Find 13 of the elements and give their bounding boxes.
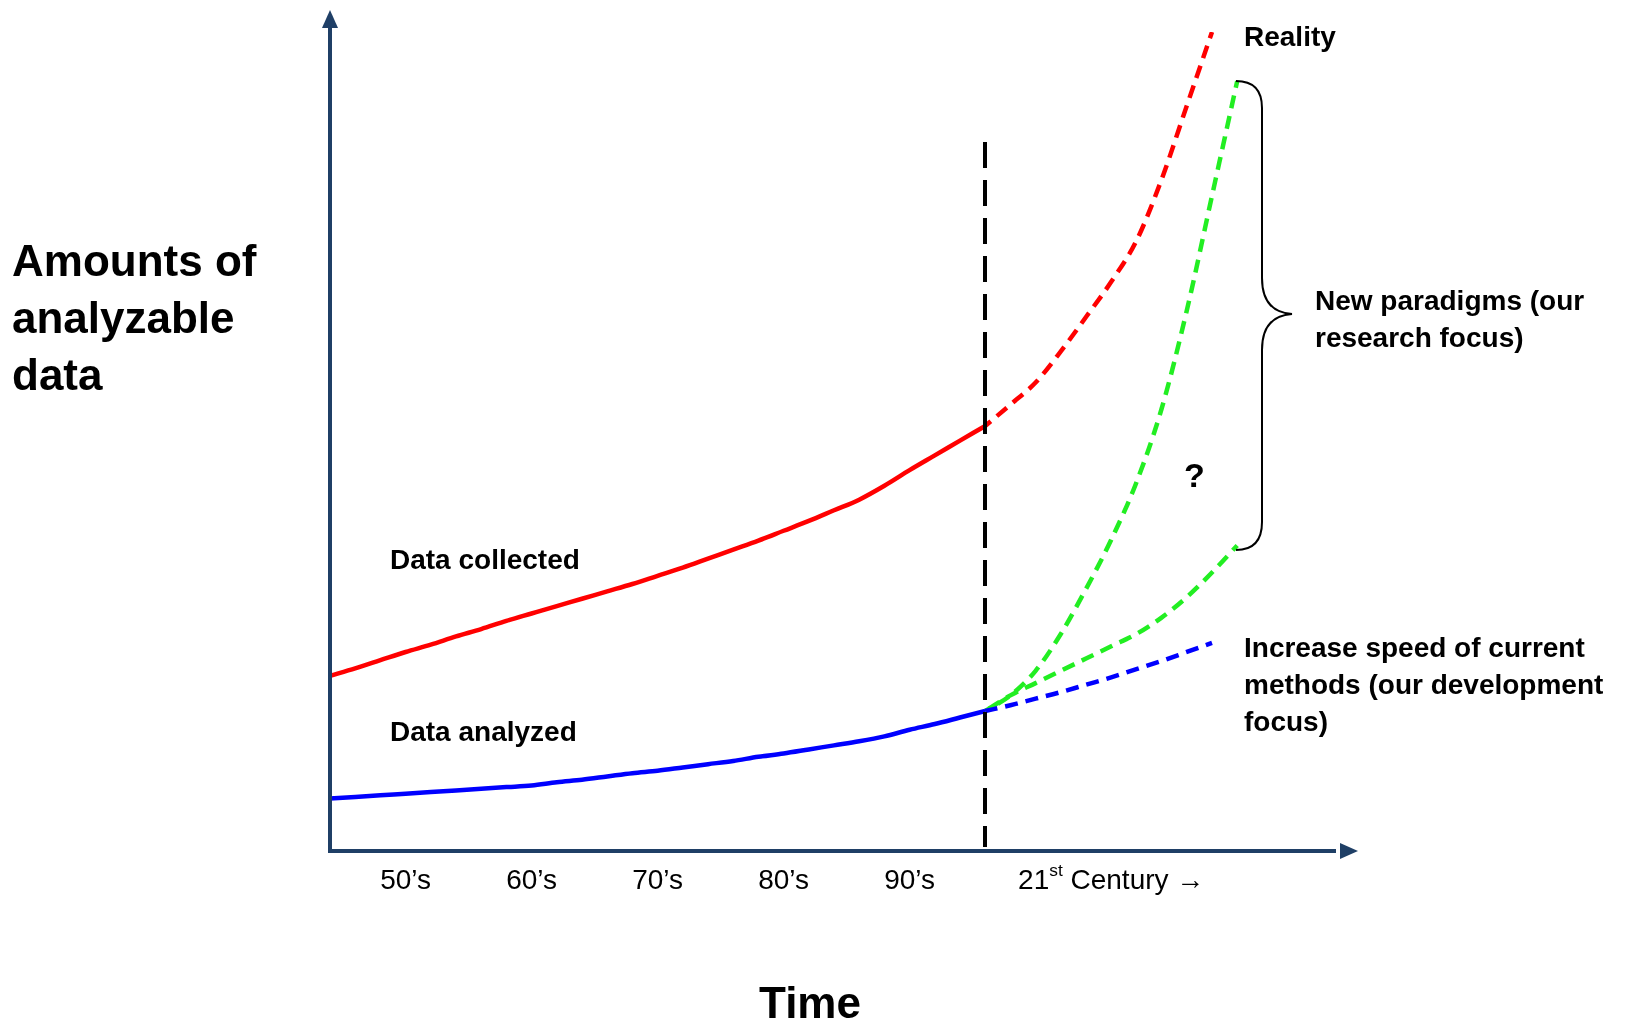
x-tick-label: 80’s <box>758 863 810 895</box>
x-tick-label: 50’s <box>380 863 432 895</box>
x-tick-label: 60’s <box>506 863 558 895</box>
annotation: New paradigms (our research focus) <box>1315 284 1586 355</box>
series-label: Reality <box>1244 20 1337 52</box>
series-label: Data collected <box>390 544 580 576</box>
series-label: Data analyzed <box>390 716 577 748</box>
y-axis-title: Amounts of analyzable data <box>12 235 258 402</box>
annotation: ? <box>1184 456 1205 495</box>
x-tick-label: 70’s <box>632 863 684 895</box>
x-axis-title: Time <box>758 978 862 1027</box>
series-label: Increase speed of current methods (our development focus) <box>1244 631 1604 737</box>
x-tick-label: 90’s <box>884 863 936 895</box>
